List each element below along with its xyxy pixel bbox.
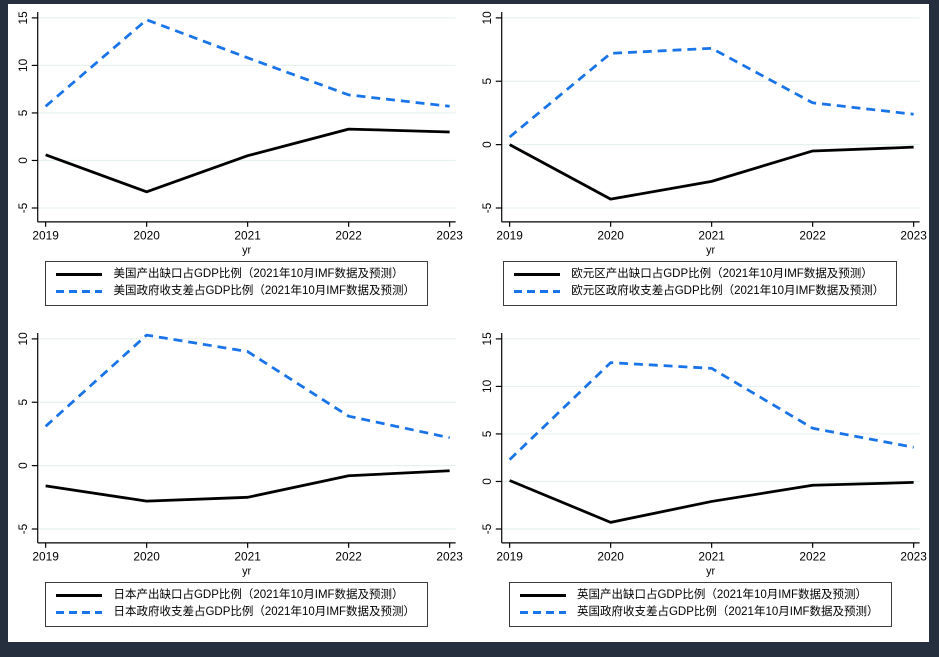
panel-eurozone: -5 0 5 10 2019 2020 2021 2022 2023 yr 欧元区产出缺口占GDP… (472, 6, 930, 317)
y-tick-label: 0 (16, 157, 30, 164)
x-tick-label: 2023 (436, 550, 463, 564)
x-tick-label: 2021 (234, 229, 261, 243)
y-tick-label: 0 (479, 478, 493, 485)
y-tick-label: 10 (479, 11, 493, 25)
x-tick-label: 2019 (32, 229, 59, 243)
legend-row: 日本产出缺口占GDP比例（2021年10月IMF数据及预测） (56, 587, 415, 604)
x-tick-label: 2019 (32, 550, 59, 564)
x-tick-label: 2019 (496, 229, 523, 243)
x-axis-title: yr (706, 245, 715, 256)
y-tick-label: -5 (16, 202, 30, 213)
x-tick-label: 2022 (335, 229, 361, 243)
legend-row: 日本政府收支差占GDP比例（2021年10月IMF数据及预测） (56, 604, 415, 621)
legend-row: 英国产出缺口占GDP比例（2021年10月IMF数据及预测） (519, 587, 879, 604)
dashed-line-sample (56, 289, 103, 293)
x-tick-label: 2020 (133, 550, 160, 564)
x-tick-label: 2019 (496, 550, 523, 564)
legend-label: 日本政府收支差占GDP比例（2021年10月IMF数据及预测） (113, 605, 416, 618)
legend-label: 日本产出缺口占GDP比例（2021年10月IMF数据及预测） (113, 588, 404, 601)
solid-line-sample (519, 593, 566, 597)
legend-row: 美国产出缺口占GDP比例（2021年10月IMF数据及预测） (56, 266, 415, 283)
output-gap-line (508, 479, 914, 524)
x-tick-label: 2020 (597, 550, 624, 564)
fiscal-balance-line (44, 333, 450, 440)
dashed-line-sample (514, 289, 561, 293)
fiscal-balance-line (508, 46, 914, 139)
y-tick-label: -5 (479, 523, 493, 534)
y-tick-label: -5 (16, 523, 30, 534)
chart-grid: -5 0 5 10 15 2019 2020 2021 2022 2023 yr 美国产出缺口占GD… (8, 4, 929, 642)
x-tick-label: 2020 (133, 229, 160, 243)
japan-chart: -5 0 5 10 2019 2020 2021 2022 2023 yr (16, 332, 463, 577)
x-axis-title: yr (706, 566, 715, 577)
us-legend: 美国产出缺口占GDP比例（2021年10月IMF数据及预测） 美国政府收支差占G… (45, 260, 429, 306)
figure-canvas: -5 0 5 10 15 2019 2020 2021 2022 2023 yr 美国产出缺口占GD… (8, 4, 929, 642)
y-tick-label: -5 (479, 202, 493, 213)
fiscal-balance-line (508, 361, 914, 461)
x-tick-label: 2023 (900, 550, 927, 564)
dashed-line-sample (519, 610, 566, 614)
panel-uk: -5 0 5 10 15 2019 2020 2021 2022 2023 yr 英国产出缺口占GD… (472, 327, 930, 638)
us-chart: -5 0 5 10 15 2019 2020 2021 2022 2023 yr (16, 11, 463, 256)
legend-label: 英国产出缺口占GDP比例（2021年10月IMF数据及预测） (576, 588, 868, 601)
x-axis-title: yr (242, 245, 251, 256)
eurozone-chart: -5 0 5 10 2019 2020 2021 2022 2023 yr (479, 11, 927, 256)
uk-legend: 英国产出缺口占GDP比例（2021年10月IMF数据及预测） 英国政府收支差占G… (508, 581, 892, 627)
legend-label: 英国政府收支差占GDP比例（2021年10月IMF数据及预测） (576, 605, 879, 618)
y-tick-label: 10 (479, 379, 493, 393)
panel-us: -5 0 5 10 15 2019 2020 2021 2022 2023 yr 美国产出缺口占GD… (8, 6, 466, 317)
legend-row: 欧元区产出缺口占GDP比例（2021年10月IMF数据及预测） (514, 266, 884, 283)
x-axis-title: yr (242, 566, 251, 577)
legend-row: 英国政府收支差占GDP比例（2021年10月IMF数据及预测） (519, 604, 879, 621)
y-tick-label: 5 (16, 399, 30, 406)
eurozone-legend: 欧元区产出缺口占GDP比例（2021年10月IMF数据及预测） 欧元区政府收支差… (503, 260, 898, 306)
solid-line-sample (56, 272, 103, 276)
y-tick-label: 5 (479, 430, 493, 437)
legend-row: 欧元区政府收支差占GDP比例（2021年10月IMF数据及预测） (514, 283, 884, 300)
y-tick-label: 15 (479, 332, 493, 346)
x-tick-label: 2023 (900, 229, 927, 243)
output-gap-line (45, 469, 450, 503)
x-tick-label: 2020 (597, 229, 624, 243)
y-tick-label: 10 (16, 332, 30, 346)
x-tick-label: 2023 (436, 229, 463, 243)
y-tick-label: 10 (16, 58, 30, 72)
y-tick-label: 5 (16, 109, 30, 116)
x-tick-label: 2021 (698, 229, 725, 243)
y-tick-label: 0 (16, 462, 30, 469)
x-tick-label: 2022 (335, 550, 361, 564)
dashed-line-sample (56, 610, 103, 614)
y-tick-label: 5 (479, 78, 493, 85)
uk-chart: -5 0 5 10 15 2019 2020 2021 2022 2023 yr (479, 332, 927, 577)
solid-line-sample (56, 593, 103, 597)
solid-line-sample (514, 272, 561, 276)
legend-label: 欧元区产出缺口占GDP比例（2021年10月IMF数据及预测） (571, 267, 873, 280)
x-tick-label: 2022 (799, 550, 825, 564)
japan-legend: 日本产出缺口占GDP比例（2021年10月IMF数据及预测） 日本政府收支差占G… (45, 581, 429, 627)
fiscal-balance-line (44, 18, 450, 108)
legend-label: 美国产出缺口占GDP比例（2021年10月IMF数据及预测） (113, 267, 404, 280)
panel-japan: -5 0 5 10 2019 2020 2021 2022 2023 yr 日本产出缺口占GDP比… (8, 327, 466, 638)
y-tick-label: 0 (479, 141, 493, 148)
legend-row: 美国政府收支差占GDP比例（2021年10月IMF数据及预测） (56, 283, 415, 300)
y-tick-label: 15 (16, 11, 30, 25)
x-tick-label: 2022 (799, 229, 825, 243)
output-gap-line (508, 143, 914, 201)
legend-label: 欧元区政府收支差占GDP比例（2021年10月IMF数据及预测） (571, 284, 885, 297)
x-tick-label: 2021 (234, 550, 261, 564)
x-tick-label: 2021 (698, 550, 725, 564)
legend-label: 美国政府收支差占GDP比例（2021年10月IMF数据及预测） (113, 284, 416, 297)
output-gap-line (45, 127, 450, 194)
